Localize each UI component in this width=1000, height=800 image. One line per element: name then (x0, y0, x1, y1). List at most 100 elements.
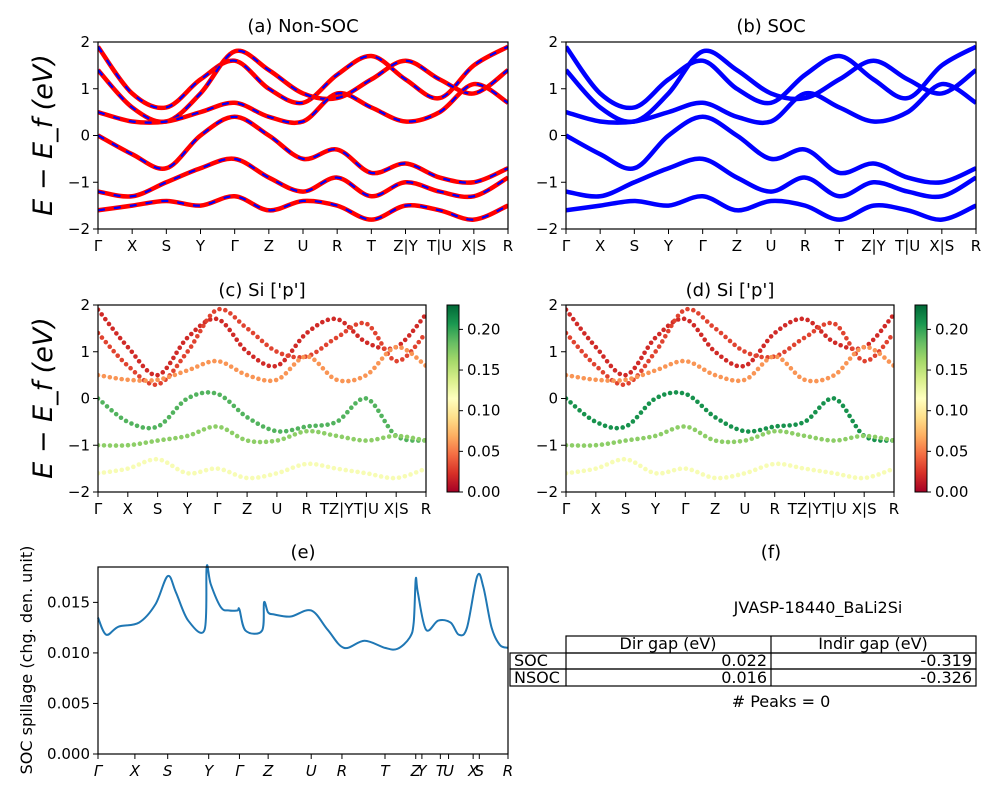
band-point (669, 323, 674, 329)
band-point (758, 465, 764, 470)
band-point (657, 331, 662, 337)
band-point (399, 357, 405, 362)
x-tick-label: X (591, 500, 601, 518)
band-point (211, 390, 217, 396)
band-point (250, 418, 255, 423)
band-point (679, 390, 685, 396)
colorbar-tick-label: 0.15 (935, 361, 968, 379)
band-point (795, 432, 801, 437)
band-point (755, 366, 761, 372)
band-point (858, 475, 864, 481)
band-point (890, 438, 894, 443)
y-tick-label: 1 (548, 80, 558, 98)
x-tick-label: T|U (894, 237, 920, 255)
band-point (137, 374, 142, 379)
band-point (382, 418, 387, 424)
band-point (223, 307, 228, 313)
panel-a-bands: −2 −1 0 1 2 Γ X S Y Γ Z U R T Z|Y T|U X|S R (68, 33, 513, 255)
band-point (749, 436, 755, 442)
band-point (568, 400, 573, 405)
band-point (646, 370, 651, 376)
band-point (801, 433, 807, 439)
colorbar-tick-label: 0.10 (935, 402, 968, 420)
band-point (245, 438, 251, 444)
band-point (685, 392, 691, 398)
band-point (831, 438, 836, 443)
band-point (705, 342, 711, 347)
band-point (741, 471, 747, 476)
band-point (811, 328, 817, 334)
band-point (227, 327, 232, 333)
band-point (180, 469, 186, 475)
band-point (273, 471, 279, 476)
band-point (614, 425, 620, 431)
band-point (101, 443, 107, 448)
band-point (599, 377, 604, 383)
band-point (419, 467, 425, 473)
band-point (857, 356, 862, 361)
band-point (420, 335, 425, 340)
band-point (621, 456, 627, 462)
axes-frame (97, 41, 509, 230)
band-point (764, 358, 769, 363)
x-tick-label: X (129, 762, 141, 780)
band-line (98, 114, 508, 185)
x-tick-label: Y (195, 237, 206, 255)
band-point (698, 332, 704, 338)
band-point (675, 313, 681, 319)
panel-e-title: (e) (290, 542, 315, 563)
panel-a-title: (a) Non-SOC (247, 16, 358, 37)
band-point (760, 432, 766, 437)
band-point (776, 461, 781, 467)
band-point (888, 335, 893, 340)
band-point (750, 357, 756, 363)
x-tick-label: Γ (230, 237, 239, 255)
band-point (602, 423, 608, 429)
y-tick-label: 1 (548, 343, 558, 361)
y-tick-label: 0 (548, 127, 558, 145)
band-point (740, 363, 746, 369)
band-point (370, 342, 375, 348)
band-line (566, 156, 976, 200)
band-point (378, 474, 384, 479)
band-point (346, 378, 351, 384)
band-point (792, 370, 798, 376)
band-point (121, 340, 127, 345)
band-point (361, 470, 366, 476)
band-point (623, 372, 628, 378)
band-point (281, 436, 287, 442)
y-tick-label: −1 (536, 173, 558, 191)
band-point (314, 322, 320, 328)
band-point (853, 423, 859, 429)
band-point (742, 349, 747, 354)
colorbar-tick-label: 0.00 (467, 483, 500, 501)
band-point (708, 411, 713, 417)
band-point (866, 433, 872, 439)
band-point (709, 346, 715, 352)
band-point (143, 440, 149, 445)
band-point (410, 435, 416, 441)
x-tick-label: R (770, 500, 780, 518)
x-tick-label: Γ (681, 500, 690, 518)
band-point (617, 371, 623, 377)
band-point (178, 358, 183, 364)
band-point (292, 432, 298, 437)
band-point (414, 355, 419, 360)
colorbar-tick-label: 0.05 (935, 442, 968, 460)
band-point (113, 411, 119, 417)
band-point (260, 361, 266, 366)
band-point (305, 330, 310, 335)
band-point (382, 346, 387, 351)
band-point (809, 414, 814, 419)
band-point (348, 325, 354, 330)
band-point (359, 320, 364, 326)
y-tick-label: 0.005 (47, 694, 90, 712)
band-point (183, 368, 189, 374)
band-point (844, 360, 849, 366)
band-point (422, 438, 426, 443)
band-point (413, 470, 419, 475)
band-point (600, 370, 606, 375)
band-point (719, 439, 725, 445)
band-point (575, 443, 581, 448)
band-point (819, 436, 824, 442)
